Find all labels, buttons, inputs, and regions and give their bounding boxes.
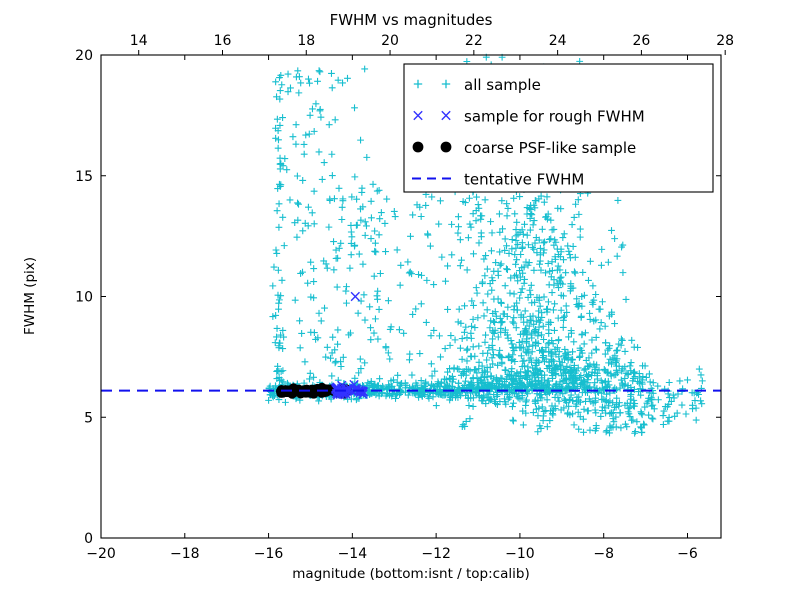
legend-item-label: sample for rough FWHM <box>464 108 645 126</box>
top-tick-label: 24 <box>549 33 567 49</box>
legend-item-label: all sample <box>464 76 541 94</box>
left-tick-label: 0 <box>84 531 93 547</box>
bottom-tick-label: −8 <box>593 546 614 562</box>
top-tick-label: 18 <box>297 33 315 49</box>
legend-item-sample-for-rough-fwhm[interactable]: sample for rough FWHM <box>413 108 645 126</box>
page-title: FWHM vs magnitudes <box>330 11 493 29</box>
top-tick-label: 26 <box>632 33 650 49</box>
x-axis-label: magnitude (bottom:isnt / top:calib) <box>292 566 529 582</box>
left-axis-ticks: 0 5 10 15 20 <box>75 48 721 547</box>
bottom-tick-label: −16 <box>254 546 284 562</box>
bottom-tick-label: −12 <box>421 546 451 562</box>
left-tick-label: 5 <box>84 410 93 426</box>
bottom-tick-label: −6 <box>677 546 698 562</box>
top-axis-ticks: 14 16 18 20 22 24 26 28 <box>130 33 734 55</box>
left-tick-label: 15 <box>75 169 93 185</box>
top-tick-label: 22 <box>465 33 483 49</box>
data-points-layer <box>265 53 706 437</box>
bottom-axis-ticks: −20 −18 −16 −14 −12 −10 −8 −6 <box>86 55 698 562</box>
legend-item-label: tentative FWHM <box>464 171 584 189</box>
legend-item-label: coarse PSF-like sample <box>464 139 636 157</box>
y-axis-label: FWHM (pix) <box>22 257 38 335</box>
top-tick-label: 20 <box>381 33 399 49</box>
top-tick-label: 14 <box>130 33 148 49</box>
left-tick-label: 10 <box>75 290 93 306</box>
legend-item-tentative-fwhm[interactable]: tentative FWHM <box>412 171 584 189</box>
legend-item-coarse-psf-like-sample[interactable]: coarse PSF-like sample <box>412 139 637 157</box>
legend-frame <box>403 63 714 193</box>
bottom-tick-label: −10 <box>505 546 535 562</box>
bottom-tick-label: −18 <box>170 546 200 562</box>
chart-title-group: FWHM vs magnitudes <box>330 11 493 29</box>
left-tick-label: 20 <box>75 48 93 64</box>
bottom-tick-label: −20 <box>86 546 116 562</box>
top-tick-label: 28 <box>716 33 734 49</box>
top-tick-label: 16 <box>214 33 232 49</box>
legend-item-all-sample[interactable]: all sample <box>413 76 541 94</box>
bottom-tick-label: −14 <box>338 546 368 562</box>
chart-legend[interactable]: all sample sample for rough FWHM coarse PS… <box>403 63 714 193</box>
